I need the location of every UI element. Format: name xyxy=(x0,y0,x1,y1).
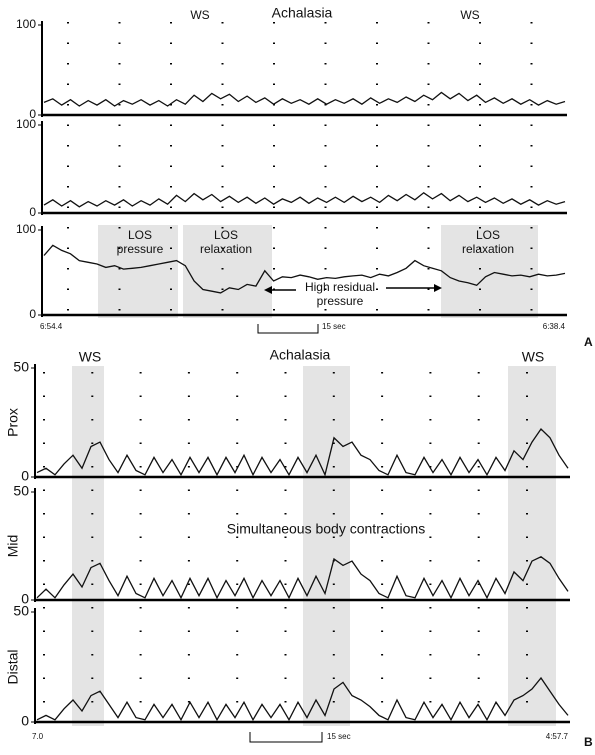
y-tick-label: 50 xyxy=(13,603,29,619)
time-label: 6:38.4 xyxy=(543,322,566,331)
shade-region xyxy=(98,225,178,318)
annotation: LOS xyxy=(214,228,238,242)
y-tick-label: 0 xyxy=(29,107,36,121)
scale-bar xyxy=(249,732,323,743)
y-tick-label: 0 xyxy=(21,468,29,484)
panel-letter: A xyxy=(584,335,593,349)
trace xyxy=(36,676,569,722)
annotation: LOS xyxy=(128,228,152,242)
ws-label: WS xyxy=(522,349,545,365)
y-tick-label: 50 xyxy=(13,359,29,375)
y-tick-label: 100 xyxy=(16,117,36,131)
trace xyxy=(43,191,566,208)
annotation: Simultaneous body contractions xyxy=(227,521,425,537)
annotation: relaxation xyxy=(462,242,514,256)
shade-region xyxy=(508,366,556,726)
scale-label: 15 sec xyxy=(322,322,346,331)
dotted-grid xyxy=(43,22,533,722)
y-axis-label: Distal xyxy=(5,649,21,684)
y-axis-label: Mid xyxy=(5,535,21,558)
panel-letter: B xyxy=(584,735,593,749)
shade-region xyxy=(72,366,104,726)
time-label: 6:54.4 xyxy=(40,322,63,331)
trace xyxy=(36,556,569,600)
title-a: Achalasia xyxy=(272,5,333,21)
shade-region xyxy=(441,225,538,318)
annotation: pressure xyxy=(317,294,364,308)
arrow-head xyxy=(264,286,272,294)
annotation: relaxation xyxy=(200,242,252,256)
y-tick-label: 100 xyxy=(16,222,36,236)
trace xyxy=(36,427,569,477)
y-tick-label: 100 xyxy=(16,17,36,31)
ws-label: WS xyxy=(79,349,102,365)
annotation: pressure xyxy=(117,242,164,256)
y-axis-label: Prox xyxy=(5,408,21,437)
annotation: High residual xyxy=(305,280,375,294)
y-tick-label: 0 xyxy=(21,591,29,607)
title-b: Achalasia xyxy=(270,347,331,363)
y-tick-label: 50 xyxy=(13,483,29,499)
shade-region xyxy=(303,366,350,726)
ws-label: WS xyxy=(190,8,209,22)
y-tick-label: 0 xyxy=(21,713,29,729)
trace xyxy=(43,91,566,107)
annotation: LOS xyxy=(476,228,500,242)
y-tick-label: 0 xyxy=(29,205,36,219)
time-label: 7.0 xyxy=(32,732,44,741)
y-tick-label: 0 xyxy=(29,307,36,321)
shade-region xyxy=(183,225,272,318)
scale-bar xyxy=(257,324,319,334)
shading xyxy=(72,225,556,726)
arrow-head xyxy=(434,284,442,292)
time-label: 4:57.7 xyxy=(546,732,569,741)
trace xyxy=(43,244,566,294)
ws-label: WS xyxy=(460,8,479,22)
scale-label: 15 sec xyxy=(327,732,351,741)
